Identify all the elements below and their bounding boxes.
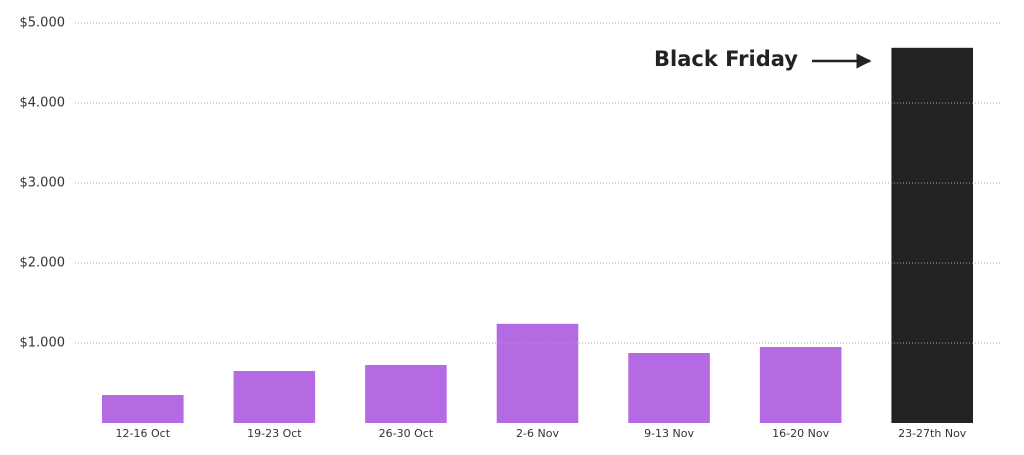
x-tick-label: 9-13 Nov [644, 427, 694, 440]
x-tick-label: 26-30 Oct [379, 427, 434, 440]
x-tick-label: 12-16 Oct [116, 427, 171, 440]
x-tick-label: 16-20 Nov [772, 427, 829, 440]
bar [759, 347, 842, 423]
bar [628, 353, 710, 423]
x-tick-label: 23-27th Nov [898, 427, 967, 440]
y-tick-label: $2.000 [20, 256, 66, 271]
bar [365, 365, 447, 423]
y-tick-label: $5.000 [20, 16, 66, 31]
bar [233, 371, 316, 423]
y-tick-label: $1.000 [20, 336, 66, 351]
x-tick-label: 2-6 Nov [516, 427, 559, 440]
bar [496, 323, 579, 423]
x-tick-label: 19-23 Oct [247, 427, 302, 440]
y-tick-label: $3.000 [20, 176, 66, 191]
annotation: Black Friday [654, 47, 798, 71]
bar [891, 47, 974, 424]
bar [101, 395, 184, 423]
y-tick-label: $4.000 [20, 96, 66, 111]
